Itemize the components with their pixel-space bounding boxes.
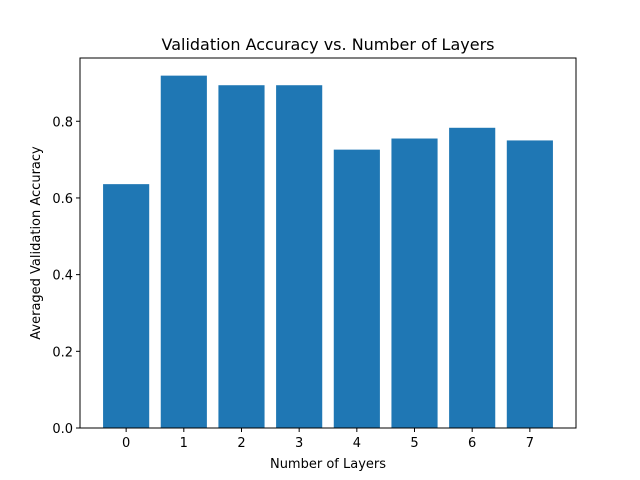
y-tick-label: 0.6 xyxy=(52,192,73,207)
y-axis-label: Averaged Validation Accuracy xyxy=(29,146,44,340)
bar-layers-1 xyxy=(160,75,207,429)
bar-layers-7 xyxy=(506,140,553,428)
x-tick-label: 0 xyxy=(122,436,130,451)
bar-layers-4 xyxy=(333,149,380,428)
y-axis-ticks: 0.0 0.2 0.4 0.6 0.8 xyxy=(52,115,80,437)
x-tick-label: 1 xyxy=(180,436,188,451)
bar-layers-6 xyxy=(449,127,496,429)
y-tick-label: 0.2 xyxy=(52,345,73,360)
x-tick-label: 2 xyxy=(237,436,245,451)
x-axis-label: Number of Layers xyxy=(270,457,386,472)
y-tick-label: 0.0 xyxy=(52,422,73,437)
bar-layers-5 xyxy=(391,138,438,428)
x-tick-label: 6 xyxy=(468,436,476,451)
y-tick-label: 0.4 xyxy=(52,269,73,284)
x-axis-ticks: 0 1 2 3 4 5 6 7 xyxy=(122,428,534,451)
bar-layers-2 xyxy=(218,85,265,428)
plot-frame xyxy=(79,57,577,429)
y-tick-label: 0.8 xyxy=(52,115,73,130)
x-tick-label: 3 xyxy=(295,436,303,451)
bar-layers-3 xyxy=(276,85,323,428)
x-tick-label: 4 xyxy=(353,436,361,451)
bar-layers-0 xyxy=(103,184,150,428)
x-tick-label: 5 xyxy=(410,436,418,451)
chart-title: Validation Accuracy vs. Number of Layers xyxy=(161,35,494,54)
bars-group xyxy=(103,75,553,429)
x-tick-label: 7 xyxy=(526,436,534,451)
